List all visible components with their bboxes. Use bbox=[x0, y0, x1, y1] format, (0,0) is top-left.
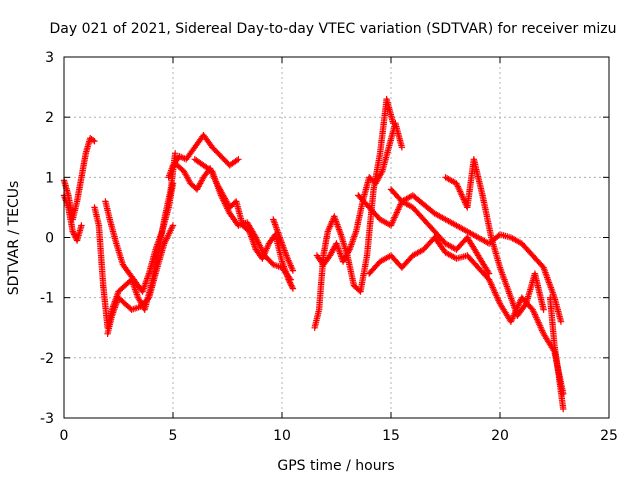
x-tick-label: 10 bbox=[273, 428, 291, 444]
series-satellite-track-10 bbox=[311, 95, 397, 331]
series-satellite-track-9 bbox=[270, 216, 297, 274]
grid-lines bbox=[64, 57, 609, 418]
plus-markers bbox=[442, 156, 547, 319]
plus-markers bbox=[311, 95, 397, 331]
plus-markers bbox=[102, 180, 177, 295]
y-tick-label: 3 bbox=[45, 50, 54, 66]
x-axis-title: GPS time / hours bbox=[277, 458, 394, 474]
plus-markers bbox=[546, 294, 567, 413]
plus-markers bbox=[191, 156, 294, 283]
series-satellite-track-7 bbox=[174, 162, 297, 292]
y-axis-tick-labels: -3 -2 -1 0 1 2 3 bbox=[40, 50, 54, 427]
series-satellite-track-15 bbox=[387, 186, 493, 277]
series-satellite-track-14 bbox=[442, 156, 547, 319]
x-tick-label: 0 bbox=[60, 428, 69, 444]
plus-markers bbox=[104, 222, 177, 337]
plus-markers bbox=[387, 186, 493, 277]
y-tick-label: -2 bbox=[40, 351, 54, 367]
axis-ticks bbox=[63, 56, 610, 419]
series-satellite-track-8 bbox=[191, 156, 294, 283]
series-satellite-track-16 bbox=[546, 294, 567, 413]
y-tick-label: 2 bbox=[45, 110, 54, 126]
plus-markers bbox=[355, 192, 565, 325]
data-points bbox=[60, 95, 567, 413]
y-axis-title: SDTVAR / TECUs bbox=[6, 181, 22, 296]
series-satellite-track-12 bbox=[355, 192, 565, 325]
plus-markers bbox=[174, 162, 297, 292]
y-tick-label: -3 bbox=[40, 411, 54, 427]
plus-markers bbox=[313, 120, 406, 268]
plus-markers bbox=[270, 216, 297, 274]
y-tick-label: 0 bbox=[45, 231, 54, 247]
x-tick-label: 20 bbox=[491, 428, 509, 444]
x-tick-label: 25 bbox=[600, 428, 618, 444]
y-tick-label: 1 bbox=[45, 170, 54, 186]
x-tick-label: 5 bbox=[169, 428, 178, 444]
x-axis-tick-labels: 0 5 10 15 20 25 bbox=[60, 428, 618, 444]
series-satellite-track-4 bbox=[102, 180, 177, 295]
series-satellite-track-6 bbox=[165, 132, 242, 181]
plus-markers bbox=[165, 132, 242, 181]
series-satellite-track-5 bbox=[104, 222, 177, 337]
x-tick-label: 15 bbox=[382, 428, 400, 444]
series-satellite-track-11 bbox=[313, 120, 406, 268]
chart-title: Day 021 of 2021, Sidereal Day-to-day VTE… bbox=[50, 21, 617, 37]
y-tick-label: -1 bbox=[40, 291, 54, 307]
